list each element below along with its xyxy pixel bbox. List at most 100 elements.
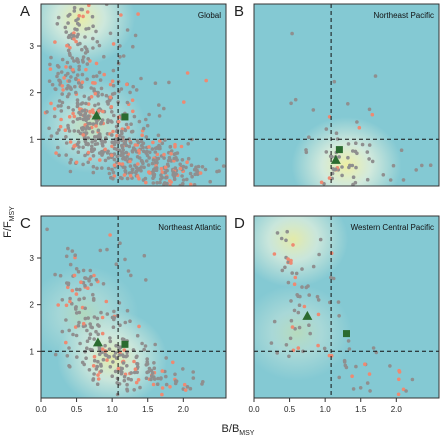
- stock-point: [99, 364, 103, 368]
- panel-b-density-peak: [291, 117, 402, 186]
- y-axis-label-sub: MSY: [9, 206, 16, 222]
- panel-c: C Northeast Atlantic 1 2 3 0.0 0.5 1.0 1.5 2.0: [20, 215, 227, 414]
- stock-point: [119, 87, 124, 91]
- stock-point: [125, 82, 129, 87]
- stock-point: [101, 282, 106, 286]
- stock-point: [106, 166, 111, 171]
- x-tick-label: 0.5: [71, 405, 83, 414]
- stock-point: [55, 63, 60, 68]
- stock-point: [95, 316, 100, 321]
- stock-point: [91, 46, 95, 50]
- stock-point: [91, 122, 96, 126]
- stock-point: [151, 176, 155, 180]
- stock-point: [180, 174, 184, 178]
- stock-point: [83, 111, 88, 116]
- stock-point: [107, 347, 112, 352]
- stock-point: [83, 316, 88, 321]
- stock-point: [91, 154, 96, 158]
- stock-point: [343, 363, 348, 368]
- stock-point: [63, 25, 68, 30]
- stock-point: [55, 74, 59, 79]
- stock-point: [112, 163, 117, 167]
- stock-point: [153, 150, 158, 154]
- panel-b-markers: [330, 146, 343, 164]
- stock-point: [164, 382, 169, 387]
- stock-point: [78, 41, 82, 46]
- stock-point: [87, 279, 91, 283]
- stock-point: [70, 56, 75, 60]
- stock-point: [60, 92, 64, 96]
- stock-point: [172, 174, 177, 179]
- stock-point: [174, 172, 178, 176]
- stock-point: [100, 142, 104, 146]
- panel-a: A Global 1 2 3: [20, 3, 227, 187]
- stock-point: [81, 321, 86, 326]
- stock-point: [317, 252, 321, 257]
- stock-point: [119, 129, 124, 134]
- stock-point: [103, 139, 107, 144]
- stock-point: [58, 124, 63, 129]
- stock-point: [346, 102, 350, 106]
- stock-point: [85, 10, 90, 14]
- stock-point: [97, 109, 101, 113]
- stock-point: [57, 128, 61, 132]
- stock-point: [131, 44, 135, 49]
- stock-point: [128, 90, 132, 95]
- stock-point: [146, 163, 151, 167]
- stock-point: [292, 282, 297, 287]
- stock-point: [98, 248, 103, 253]
- stock-point: [397, 368, 401, 373]
- stock-point: [54, 87, 58, 92]
- stock-point: [297, 303, 302, 308]
- stock-point: [75, 73, 80, 77]
- stock-point: [367, 157, 371, 161]
- stock-point: [74, 292, 79, 296]
- stock-point: [48, 62, 52, 67]
- stock-point: [116, 120, 121, 124]
- stock-point: [80, 80, 85, 84]
- stock-point: [77, 145, 81, 149]
- stock-point: [60, 57, 65, 62]
- stock-point: [137, 119, 142, 124]
- stock-point: [151, 158, 156, 162]
- stock-point: [73, 306, 78, 310]
- stock-point: [45, 227, 49, 232]
- stock-point: [90, 140, 94, 144]
- stock-point: [215, 169, 219, 174]
- stock-point: [275, 351, 280, 355]
- stock-point: [84, 276, 88, 281]
- stock-point: [150, 161, 155, 166]
- stock-point: [138, 385, 142, 390]
- stock-point: [351, 175, 356, 179]
- stock-point: [133, 143, 138, 147]
- stock-point: [96, 332, 100, 337]
- stock-point: [113, 351, 118, 355]
- stock-point: [165, 181, 169, 186]
- stock-point: [91, 296, 96, 301]
- panel-d: D Western Central Pacific 0.0 0.5 1.0 1.5 2.…: [234, 215, 440, 414]
- stock-point: [91, 110, 96, 115]
- stock-point: [105, 151, 110, 155]
- stock-point: [370, 159, 375, 164]
- stock-point: [95, 135, 100, 139]
- stock-point: [92, 273, 96, 278]
- stock-point: [67, 79, 72, 83]
- stock-point: [332, 79, 337, 84]
- stock-point: [121, 156, 125, 161]
- stock-point: [158, 177, 163, 181]
- stock-point: [144, 278, 148, 282]
- stock-point: [188, 171, 193, 176]
- stock-point: [79, 112, 83, 117]
- stock-point: [114, 124, 119, 129]
- stock-point: [110, 79, 115, 83]
- x-tick-label: 2.0: [178, 405, 190, 414]
- stock-point: [90, 325, 94, 330]
- stock-point: [332, 167, 337, 172]
- stock-point: [367, 372, 372, 376]
- stock-point: [388, 364, 392, 368]
- stock-point: [56, 104, 61, 108]
- stock-point: [105, 312, 110, 316]
- stock-point: [311, 108, 316, 112]
- stock-point: [106, 156, 111, 160]
- stock-point: [164, 356, 168, 360]
